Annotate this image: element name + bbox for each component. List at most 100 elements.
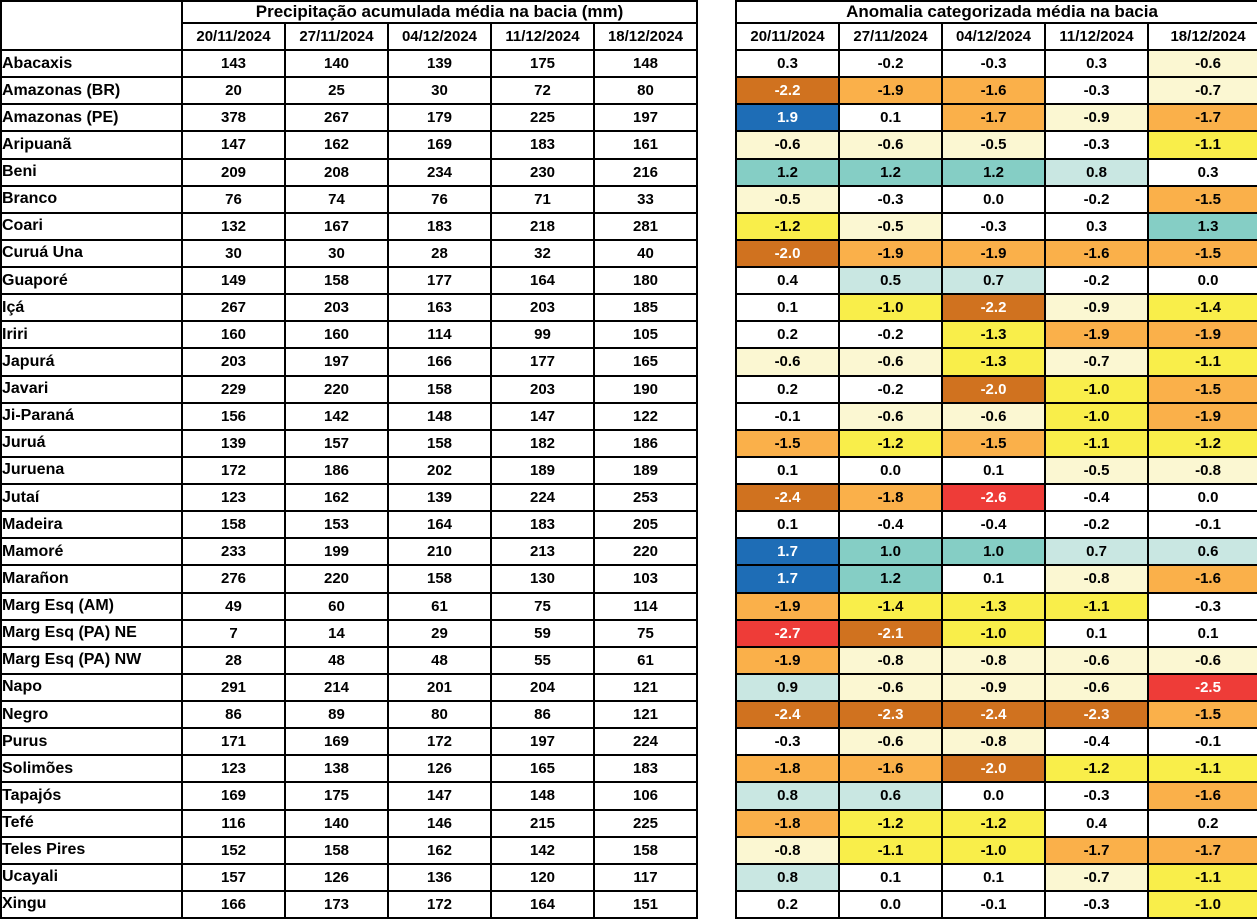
- anomaly-cell: -0.3: [1044, 889, 1149, 919]
- anomaly-cell: -1.5: [735, 428, 840, 458]
- anomaly-cell: -0.6: [1146, 48, 1257, 79]
- table-row: Coari 132 167 183 218 281: [0, 211, 698, 241]
- anomaly-cell: -1.0: [941, 618, 1046, 648]
- precipitation-cell: 164: [490, 265, 595, 296]
- anomaly-cell: -2.1: [838, 618, 943, 648]
- basin-label: Juruena: [0, 455, 183, 486]
- anomaly-cell: 0.3: [1044, 211, 1149, 241]
- table-row: -0.5 -0.3 0.0 -0.2 -1.5: [735, 184, 1257, 214]
- precipitation-cell: 130: [490, 564, 595, 594]
- precipitation-cell: 76: [387, 184, 492, 214]
- anomaly-cell: 0.7: [1044, 537, 1149, 567]
- anomaly-cell: 0.0: [1146, 265, 1257, 296]
- basin-label: Tapajós: [0, 781, 183, 811]
- precipitation-cell: 182: [490, 428, 595, 458]
- date-header: 27/11/2024: [838, 22, 943, 51]
- anomaly-cell: -0.6: [941, 401, 1046, 431]
- precipitation-cell: 106: [593, 781, 698, 811]
- precipitation-cell: 157: [181, 862, 286, 892]
- anomaly-cell: -1.7: [1146, 103, 1257, 133]
- table-row: Branco 76 74 76 71 33: [0, 184, 698, 214]
- anomaly-cell: -1.1: [1146, 862, 1257, 892]
- precipitation-cell: 215: [490, 808, 595, 838]
- anomaly-cell: 0.1: [735, 510, 840, 540]
- anomaly-cell: -0.3: [838, 184, 943, 214]
- date-header: 18/12/2024: [593, 22, 698, 51]
- precipitation-cell: 123: [181, 754, 286, 784]
- precipitation-cell: 172: [181, 455, 286, 486]
- precipitation-cell: 210: [387, 537, 492, 567]
- anomaly-cell: 1.2: [838, 564, 943, 594]
- precipitation-cell: 122: [593, 401, 698, 431]
- precipitation-cell: 158: [387, 564, 492, 594]
- basin-label: Abacaxis: [0, 48, 183, 79]
- precipitation-cell: 190: [593, 374, 698, 404]
- precipitation-cell: 103: [593, 564, 698, 594]
- precipitation-cell: 179: [387, 103, 492, 133]
- precipitation-cell: 162: [284, 130, 389, 160]
- precipitation-cell: 253: [593, 482, 698, 513]
- precipitation-cell: 28: [181, 645, 286, 675]
- anomaly-cell: -1.2: [941, 808, 1046, 838]
- table-row: Aripuanã 147 162 169 183 161: [0, 130, 698, 160]
- anomaly-cell: -0.3: [1044, 130, 1149, 160]
- precipitation-cell: 225: [593, 808, 698, 838]
- precipitation-cell: 175: [284, 781, 389, 811]
- anomaly-cell: 0.1: [838, 103, 943, 133]
- table-row: Içá 267 203 163 203 185: [0, 293, 698, 323]
- anomaly-cell: -1.3: [941, 347, 1046, 377]
- anomaly-cell: -0.9: [1044, 293, 1149, 323]
- precipitation-cell: 233: [181, 537, 286, 567]
- precipitation-cell: 180: [593, 265, 698, 296]
- anomaly-cell: -0.8: [1044, 564, 1149, 594]
- anomaly-cell: -1.5: [941, 428, 1046, 458]
- table-row: -2.7 -2.1 -1.0 0.1 0.1: [735, 618, 1257, 648]
- anomaly-cell: -0.6: [1044, 672, 1149, 703]
- basin-label: Guaporé: [0, 265, 183, 296]
- anomaly-cell: -0.2: [838, 374, 943, 404]
- precipitation-cell: 146: [387, 808, 492, 838]
- precipitation-cell: 224: [593, 727, 698, 757]
- table-row: -1.9 -1.4 -1.3 -1.1 -0.3: [735, 591, 1257, 621]
- anomaly-cell: -1.0: [1044, 401, 1149, 431]
- precipitation-cell: 157: [284, 428, 389, 458]
- anomaly-cell: 0.1: [941, 862, 1046, 892]
- anomaly-cell: 1.0: [941, 537, 1046, 567]
- precipitation-cell: 71: [490, 184, 595, 214]
- precipitation-cell: 220: [284, 564, 389, 594]
- anomaly-cell: -1.5: [1146, 238, 1257, 269]
- anomaly-cell: -1.8: [735, 808, 840, 838]
- anomaly-cell: -1.6: [1044, 238, 1149, 269]
- precipitation-cell: 203: [181, 347, 286, 377]
- anomaly-cell: -2.4: [735, 482, 840, 513]
- table-row: Mamoré 233 199 210 213 220: [0, 537, 698, 567]
- anomaly-cell: -0.6: [735, 130, 840, 160]
- precipitation-cell: 120: [490, 862, 595, 892]
- precipitation-cell: 75: [593, 618, 698, 648]
- anomaly-cell: -0.1: [1146, 510, 1257, 540]
- anomaly-cell: -0.1: [1146, 727, 1257, 757]
- anomaly-cell: -0.8: [1146, 455, 1257, 486]
- anomaly-cell: -0.5: [838, 211, 943, 241]
- anomaly-cell: -2.2: [735, 76, 840, 106]
- basin-label: Japurá: [0, 347, 183, 377]
- table-row: 0.2 -0.2 -2.0 -1.0 -1.5: [735, 374, 1257, 404]
- precipitation-cell: 267: [181, 293, 286, 323]
- table-row: Iriri 160 160 114 99 105: [0, 320, 698, 350]
- precipitation-cell: 148: [593, 48, 698, 79]
- anomaly-cell: -2.3: [838, 699, 943, 730]
- basin-label: Negro: [0, 699, 183, 730]
- precipitation-cell: 214: [284, 672, 389, 703]
- anomaly-cell: 0.1: [941, 564, 1046, 594]
- anomaly-cell: -2.0: [941, 754, 1046, 784]
- anomaly-cell: -0.6: [1146, 645, 1257, 675]
- precipitation-cell: 61: [387, 591, 492, 621]
- anomaly-cell: -1.6: [838, 754, 943, 784]
- table-row: 0.8 0.6 0.0 -0.3 -1.6: [735, 781, 1257, 811]
- precipitation-cell: 86: [490, 699, 595, 730]
- anomaly-cell: -1.1: [1146, 347, 1257, 377]
- precipitation-cell: 166: [387, 347, 492, 377]
- precipitation-cell: 55: [490, 645, 595, 675]
- anomaly-cell: -0.4: [1044, 727, 1149, 757]
- anomaly-cell: -0.6: [838, 347, 943, 377]
